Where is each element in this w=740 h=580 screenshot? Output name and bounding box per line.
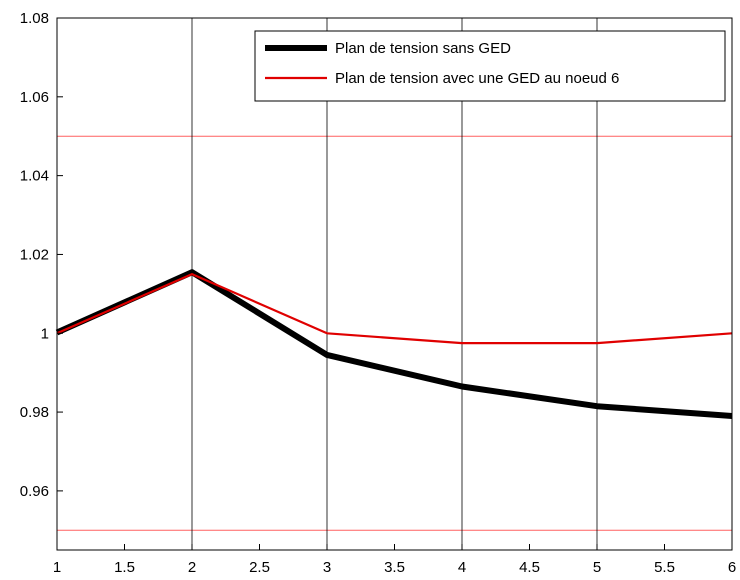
legend-label-0: Plan de tension sans GED [335, 40, 511, 57]
series-line-0 [55, 269, 733, 419]
series-line-1 [56, 273, 733, 345]
legend-box [254, 30, 726, 102]
x-tick-label: 3 [323, 559, 331, 576]
legend-label-1: Plan de tension avec une GED au noeud 6 [335, 70, 619, 87]
x-tick-label: 2 [188, 559, 196, 576]
x-tick-label: 4.5 [519, 559, 540, 576]
y-tick-label: 0.98 [20, 404, 49, 421]
x-tick-label: 6 [728, 559, 736, 576]
y-tick-label: 1.08 [20, 10, 49, 27]
x-tick-label: 2.5 [249, 559, 270, 576]
y-tick-label: 0.96 [20, 483, 49, 500]
y-tick-label: 1.04 [20, 168, 49, 185]
x-tick-label: 1 [53, 559, 61, 576]
x-tick-label: 1.5 [114, 559, 135, 576]
x-tick-label: 5.5 [654, 559, 675, 576]
x-tick-label: 3.5 [384, 559, 405, 576]
y-tick-label: 1 [41, 325, 49, 342]
y-tick-label: 1.02 [20, 246, 49, 263]
x-tick-label: 4 [458, 559, 466, 576]
y-tick-label: 1.06 [20, 89, 49, 106]
x-tick-label: 5 [593, 559, 601, 576]
